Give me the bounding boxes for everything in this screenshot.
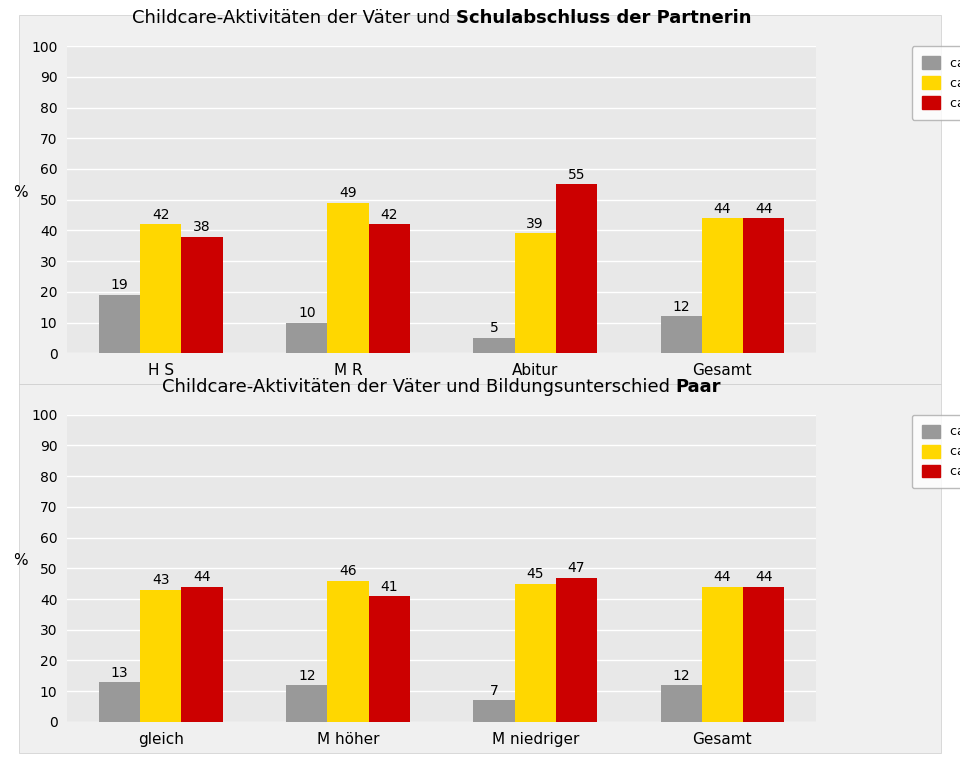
Text: 39: 39 <box>526 217 544 231</box>
Bar <box>515 584 556 722</box>
Text: 45: 45 <box>526 568 544 581</box>
Text: 44: 44 <box>713 571 732 584</box>
Text: 38: 38 <box>193 220 211 234</box>
Text: 41: 41 <box>380 580 398 594</box>
Text: 13: 13 <box>110 666 129 680</box>
Bar <box>556 184 597 353</box>
Text: 42: 42 <box>152 208 170 222</box>
Text: 43: 43 <box>152 574 170 588</box>
Legend: care 0, care 1-2, care 3-6: care 0, care 1-2, care 3-6 <box>912 46 960 120</box>
Text: 12: 12 <box>672 669 690 683</box>
Text: 12: 12 <box>298 669 316 683</box>
Text: 46: 46 <box>339 564 357 578</box>
Text: 12: 12 <box>672 300 690 314</box>
Text: Childcare-Aktivitäten der Väter und Bildungsunterschied: Childcare-Aktivitäten der Väter und Bild… <box>162 378 676 396</box>
Bar <box>327 581 369 722</box>
Text: 19: 19 <box>110 279 129 293</box>
Bar <box>140 590 181 722</box>
Bar <box>660 685 702 722</box>
Text: 7: 7 <box>490 684 498 698</box>
Text: 44: 44 <box>713 202 732 216</box>
Text: Childcare-Aktivitäten der Väter und: Childcare-Aktivitäten der Väter und <box>132 9 456 27</box>
Legend: care 0, care 1-2, care 3-6: care 0, care 1-2, care 3-6 <box>912 415 960 488</box>
Text: 49: 49 <box>339 187 357 200</box>
Text: 10: 10 <box>298 306 316 320</box>
Bar <box>515 233 556 353</box>
Text: Paar: Paar <box>676 378 721 396</box>
Bar <box>702 218 743 353</box>
Text: 55: 55 <box>567 168 586 182</box>
Bar <box>369 224 410 353</box>
Bar <box>181 587 223 722</box>
Text: 44: 44 <box>755 202 773 216</box>
Bar <box>702 587 743 722</box>
Text: 42: 42 <box>380 208 398 222</box>
Bar <box>286 323 327 353</box>
Bar <box>99 682 140 722</box>
Bar <box>473 700 515 722</box>
Bar <box>286 685 327 722</box>
Bar <box>140 224 181 353</box>
Bar <box>556 578 597 722</box>
Text: Schulabschluss der Partnerin: Schulabschluss der Partnerin <box>456 9 752 27</box>
Bar <box>743 218 784 353</box>
Bar <box>473 338 515 353</box>
Text: 47: 47 <box>567 561 586 575</box>
Bar <box>99 295 140 353</box>
Y-axis label: %: % <box>12 553 27 568</box>
Bar <box>743 587 784 722</box>
Text: 5: 5 <box>490 322 498 336</box>
Y-axis label: %: % <box>12 184 27 200</box>
Bar <box>660 316 702 353</box>
Text: 44: 44 <box>193 571 211 584</box>
Bar <box>369 596 410 722</box>
Text: 44: 44 <box>755 571 773 584</box>
Bar <box>327 203 369 353</box>
Bar <box>181 237 223 353</box>
